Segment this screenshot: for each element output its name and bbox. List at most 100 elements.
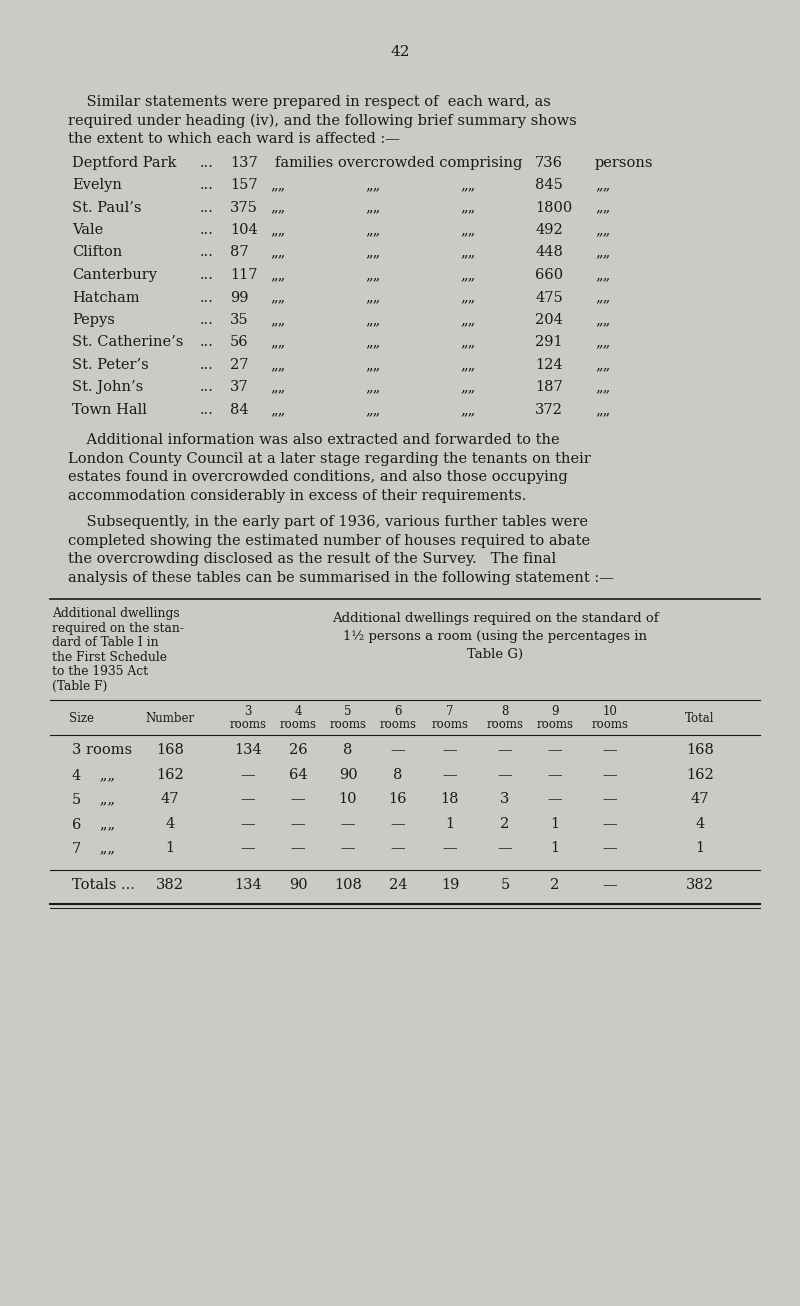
Text: 108: 108 [334,878,362,892]
Text: 382: 382 [686,878,714,892]
Text: 375: 375 [230,201,258,214]
Text: ...: ... [200,155,214,170]
Text: —: — [442,743,458,757]
Text: —: — [498,768,512,782]
Text: 162: 162 [156,768,184,782]
Text: 162: 162 [686,768,714,782]
Text: „„: „„ [595,246,610,260]
Text: „„: „„ [460,358,475,372]
Text: „„: „„ [460,404,475,417]
Text: Additional dwellings required on the standard of: Additional dwellings required on the sta… [332,613,658,626]
Text: „„: „„ [365,178,380,192]
Text: ...: ... [200,268,214,282]
Text: Pepys: Pepys [72,313,115,326]
Text: ...: ... [200,313,214,326]
Text: „„: „„ [365,358,380,372]
Text: rooms: rooms [486,718,523,731]
Text: 492: 492 [535,223,562,236]
Text: 42: 42 [390,44,410,59]
Text: 27: 27 [230,358,249,372]
Text: 134: 134 [234,878,262,892]
Text: Deptford Park: Deptford Park [72,155,177,170]
Text: 24: 24 [389,878,407,892]
Text: ...: ... [200,358,214,372]
Text: 168: 168 [156,743,184,757]
Text: —: — [241,768,255,782]
Text: „„: „„ [365,336,380,350]
Text: 26: 26 [289,743,307,757]
Text: —: — [341,841,355,855]
Text: ...: ... [200,290,214,304]
Text: 8: 8 [343,743,353,757]
Text: rooms: rooms [431,718,469,731]
Text: the overcrowding disclosed as the result of the Survey.   The final: the overcrowding disclosed as the result… [68,552,556,567]
Text: Table G): Table G) [467,648,523,661]
Text: St. Paul’s: St. Paul’s [72,201,142,214]
Text: 99: 99 [230,290,249,304]
Text: —: — [390,841,406,855]
Text: „„: „„ [595,380,610,394]
Text: 3: 3 [244,705,252,718]
Text: „„: „„ [270,268,286,282]
Text: completed showing the estimated number of houses required to abate: completed showing the estimated number o… [68,534,590,549]
Text: 1: 1 [550,818,559,831]
Text: required under heading (iv), and the following brief summary shows: required under heading (iv), and the fol… [68,114,577,128]
Text: —: — [498,841,512,855]
Text: „„: „„ [595,268,610,282]
Text: estates found in overcrowded conditions, and also those occupying: estates found in overcrowded conditions,… [68,470,568,485]
Text: „„: „„ [270,246,286,260]
Text: Size: Size [70,712,94,725]
Text: Hatcham: Hatcham [72,290,140,304]
Text: „„: „„ [595,178,610,192]
Text: 9: 9 [551,705,558,718]
Text: „„: „„ [365,290,380,304]
Text: „„: „„ [460,313,475,326]
Text: 204: 204 [535,313,563,326]
Text: ...: ... [200,178,214,192]
Text: 660: 660 [535,268,563,282]
Text: 19: 19 [441,878,459,892]
Text: —: — [602,743,618,757]
Text: —: — [341,818,355,831]
Text: to the 1935 Act: to the 1935 Act [52,666,148,679]
Text: ...: ... [200,223,214,236]
Text: „„: „„ [595,223,610,236]
Text: 448: 448 [535,246,563,260]
Text: Vale: Vale [72,223,103,236]
Text: 6    „„: 6 „„ [72,818,115,831]
Text: —: — [442,841,458,855]
Text: St. John’s: St. John’s [72,380,143,394]
Text: —: — [290,793,306,807]
Text: „„: „„ [365,404,380,417]
Text: —: — [602,818,618,831]
Text: 16: 16 [389,793,407,807]
Text: 4: 4 [695,818,705,831]
Text: the extent to which each ward is affected :—: the extent to which each ward is affecte… [68,132,400,146]
Text: „„: „„ [460,336,475,350]
Text: —: — [390,818,406,831]
Text: Clifton: Clifton [72,246,122,260]
Text: 7    „„: 7 „„ [72,841,115,855]
Text: Similar statements were prepared in respect of  each ward, as: Similar statements were prepared in resp… [68,95,551,108]
Text: Additional dwellings: Additional dwellings [52,607,180,620]
Text: ...: ... [200,380,214,394]
Text: rooms: rooms [279,718,317,731]
Text: 1: 1 [446,818,454,831]
Text: 35: 35 [230,313,249,326]
Text: —: — [602,878,618,892]
Text: Town Hall: Town Hall [72,404,147,417]
Text: 90: 90 [289,878,307,892]
Text: 1800: 1800 [535,201,572,214]
Text: „„: „„ [460,223,475,236]
Text: „„: „„ [460,290,475,304]
Text: 4    „„: 4 „„ [72,768,115,782]
Text: „„: „„ [270,404,286,417]
Text: analysis of these tables can be summarised in the following statement :—: analysis of these tables can be summaris… [68,571,614,585]
Text: 3 rooms: 3 rooms [72,743,132,757]
Text: families overcrowded comprising: families overcrowded comprising [275,155,522,170]
Text: „„: „„ [595,336,610,350]
Text: „„: „„ [460,380,475,394]
Text: „„: „„ [270,358,286,372]
Text: —: — [498,743,512,757]
Text: 382: 382 [156,878,184,892]
